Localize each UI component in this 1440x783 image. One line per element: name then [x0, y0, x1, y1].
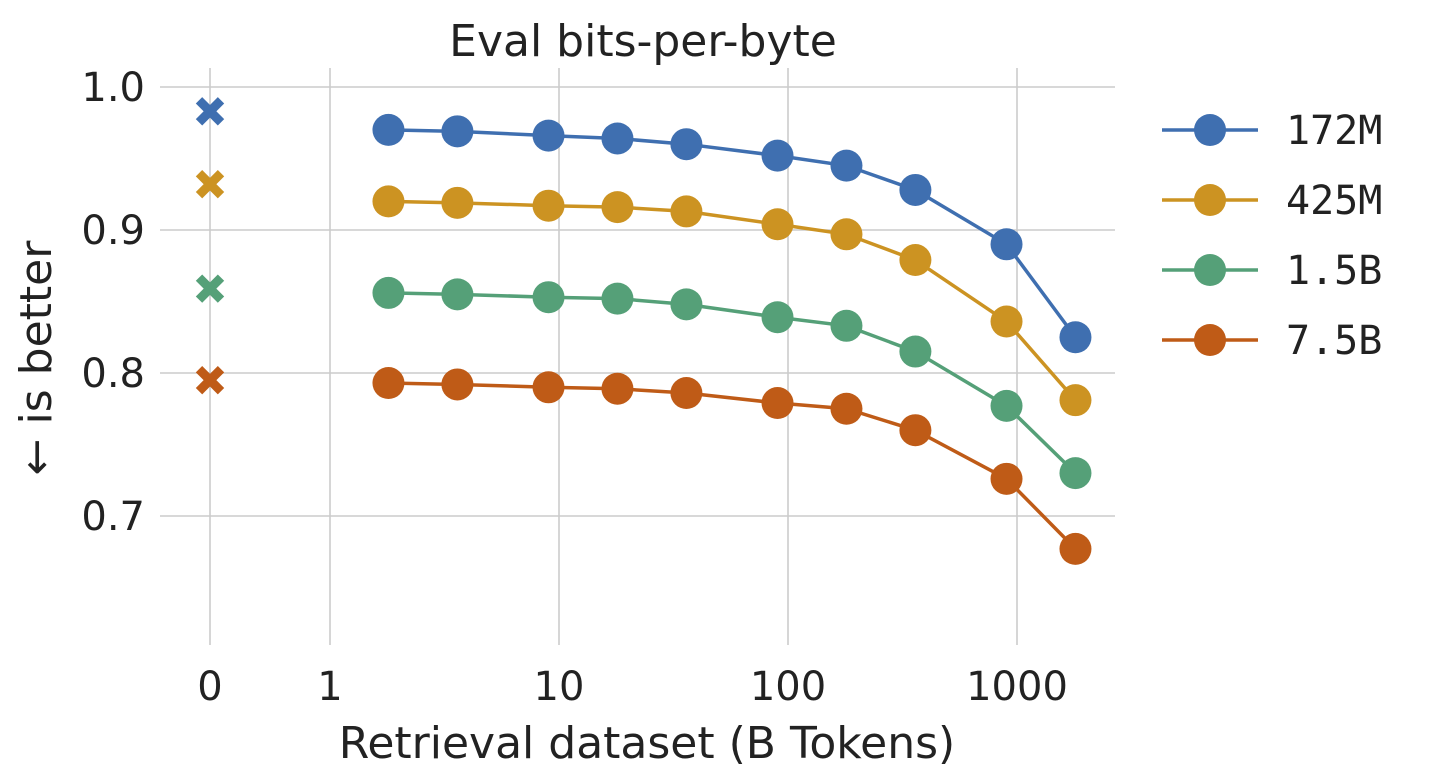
data-point — [372, 276, 405, 309]
legend-item: 7.5B — [1162, 318, 1382, 364]
x-tick-label: 0 — [197, 664, 222, 710]
legend: 172M 425M 1.5B 7.5B — [1162, 108, 1382, 364]
y-axis-label: ← is better — [11, 240, 62, 476]
data-point — [761, 301, 794, 334]
x-tick-labels: 0 1 10 100 1000 — [197, 664, 1068, 710]
data-point — [899, 414, 932, 447]
data-point — [670, 195, 703, 228]
data-point — [532, 189, 565, 222]
data-point — [601, 372, 634, 405]
data-point — [601, 282, 634, 315]
data-point — [761, 208, 794, 241]
data-point — [372, 113, 405, 146]
data-point — [1059, 457, 1092, 490]
data-point — [761, 387, 794, 420]
legend-swatch-marker — [1194, 324, 1226, 356]
series-7.5B — [195, 365, 1092, 565]
legend-item: 425M — [1162, 178, 1382, 224]
data-point — [990, 462, 1023, 495]
series-line — [388, 128, 1077, 339]
legend-item: 1.5B — [1162, 248, 1382, 294]
series-line — [388, 381, 1077, 551]
data-point — [372, 367, 405, 400]
data-point — [990, 389, 1023, 422]
chart-title: Eval bits-per-byte — [449, 16, 837, 67]
data-point — [830, 392, 863, 425]
legend-label: 172M — [1286, 108, 1382, 154]
series-1.5B — [195, 274, 1092, 490]
legend-swatch-marker — [1194, 184, 1226, 216]
data-point — [532, 371, 565, 404]
data-point — [899, 244, 932, 277]
y-tick-labels: 1.0 0.9 0.8 0.7 — [81, 65, 145, 540]
series-group — [195, 97, 1092, 565]
data-point — [830, 309, 863, 342]
data-point — [1059, 384, 1092, 417]
data-point — [1059, 321, 1092, 354]
data-point — [670, 377, 703, 410]
data-point — [601, 191, 634, 224]
data-point — [372, 185, 405, 218]
x-tick-label: 1000 — [966, 664, 1068, 710]
data-point — [441, 186, 474, 219]
series-172M — [195, 97, 1092, 354]
series-425M — [195, 170, 1092, 417]
grid — [160, 68, 1115, 645]
x-tick-label: 1 — [317, 664, 342, 710]
data-point — [1059, 532, 1092, 565]
legend-item: 172M — [1162, 108, 1382, 154]
data-point — [601, 122, 634, 155]
x-tick-label: 10 — [534, 664, 585, 710]
data-point — [899, 335, 932, 368]
data-point — [761, 139, 794, 172]
data-point — [899, 173, 932, 206]
x-tick-label: 100 — [750, 664, 826, 710]
data-point — [670, 288, 703, 321]
y-tick-label: 0.9 — [81, 208, 145, 254]
data-point — [990, 305, 1023, 338]
legend-swatch-marker — [1194, 254, 1226, 286]
y-tick-label: 0.8 — [81, 351, 145, 397]
y-tick-label: 1.0 — [81, 65, 145, 111]
legend-label: 425M — [1286, 178, 1382, 224]
y-tick-label: 0.7 — [81, 494, 145, 540]
data-point — [830, 149, 863, 182]
data-point — [441, 115, 474, 148]
zero-retrieval-marker — [195, 170, 225, 199]
legend-label: 1.5B — [1286, 248, 1382, 294]
data-point — [441, 368, 474, 401]
zero-retrieval-marker — [195, 365, 225, 395]
series-line — [388, 199, 1077, 402]
zero-retrieval-marker — [195, 97, 225, 126]
data-point — [532, 281, 565, 314]
legend-label: 7.5B — [1286, 318, 1382, 364]
legend-swatch-marker — [1194, 114, 1226, 146]
zero-retrieval-marker — [195, 274, 225, 303]
data-point — [990, 228, 1023, 261]
data-point — [441, 278, 474, 311]
data-point — [532, 119, 565, 152]
data-point — [830, 218, 863, 251]
data-point — [670, 128, 703, 161]
series-line — [388, 291, 1077, 475]
x-axis-label: Retrieval dataset (B Tokens) — [339, 718, 955, 769]
